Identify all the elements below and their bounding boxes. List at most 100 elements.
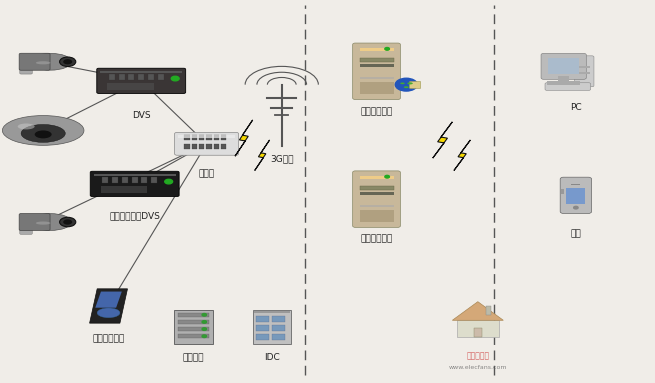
FancyBboxPatch shape xyxy=(574,56,594,87)
Bar xyxy=(474,328,482,337)
Circle shape xyxy=(574,206,578,209)
Text: 边界入侵防范DVS: 边界入侵防范DVS xyxy=(109,212,160,221)
Circle shape xyxy=(172,76,179,81)
Text: 视频监控服务: 视频监控服务 xyxy=(360,107,392,116)
Text: 手机视频服务: 手机视频服务 xyxy=(360,235,392,244)
FancyBboxPatch shape xyxy=(253,310,291,344)
Bar xyxy=(107,83,154,90)
FancyBboxPatch shape xyxy=(545,83,591,90)
Bar xyxy=(184,144,189,149)
FancyBboxPatch shape xyxy=(174,310,213,344)
Bar xyxy=(360,186,394,190)
Bar xyxy=(272,334,284,340)
Bar xyxy=(486,306,491,314)
Circle shape xyxy=(202,321,206,323)
FancyBboxPatch shape xyxy=(560,177,591,213)
Bar xyxy=(221,136,226,140)
Bar xyxy=(254,311,290,313)
Bar xyxy=(360,77,394,79)
Bar xyxy=(457,320,499,337)
FancyBboxPatch shape xyxy=(174,133,238,155)
FancyBboxPatch shape xyxy=(352,171,400,228)
Bar xyxy=(122,177,128,183)
Bar xyxy=(561,189,564,194)
Bar xyxy=(101,186,147,193)
Ellipse shape xyxy=(403,86,409,88)
Polygon shape xyxy=(255,140,270,170)
Bar xyxy=(184,136,189,140)
Text: 交换机: 交换机 xyxy=(198,170,215,179)
Polygon shape xyxy=(433,122,453,158)
Bar xyxy=(214,144,219,149)
Bar xyxy=(206,136,212,140)
Text: 电子发烧友: 电子发烧友 xyxy=(466,351,489,360)
Bar xyxy=(102,177,108,183)
Polygon shape xyxy=(235,120,253,156)
Bar xyxy=(112,177,118,183)
Bar xyxy=(360,205,394,207)
Bar xyxy=(199,136,204,140)
Bar xyxy=(567,188,586,205)
Bar xyxy=(132,177,138,183)
Text: 3G基站: 3G基站 xyxy=(270,155,293,164)
Bar xyxy=(360,48,394,51)
Ellipse shape xyxy=(35,131,52,138)
Bar xyxy=(191,136,197,140)
Bar xyxy=(559,76,569,85)
Bar xyxy=(272,316,284,322)
Ellipse shape xyxy=(63,59,72,64)
Ellipse shape xyxy=(36,221,50,225)
Bar xyxy=(94,173,176,176)
Circle shape xyxy=(395,78,417,91)
Bar xyxy=(256,325,269,331)
Circle shape xyxy=(385,47,390,50)
Bar xyxy=(178,135,234,138)
Bar xyxy=(206,144,212,149)
Ellipse shape xyxy=(400,82,405,84)
Text: www.elecfans.com: www.elecfans.com xyxy=(449,365,507,370)
Bar xyxy=(360,210,394,222)
Polygon shape xyxy=(95,291,122,308)
Bar xyxy=(256,334,269,340)
Ellipse shape xyxy=(29,53,71,70)
Bar xyxy=(119,74,124,80)
Bar xyxy=(148,74,154,80)
Bar xyxy=(178,327,208,331)
Bar xyxy=(360,64,394,67)
Ellipse shape xyxy=(60,217,76,227)
Polygon shape xyxy=(453,302,503,320)
Bar xyxy=(109,74,115,80)
Circle shape xyxy=(385,175,390,178)
Text: IDC: IDC xyxy=(264,353,280,362)
Bar xyxy=(199,144,204,149)
Bar xyxy=(579,66,590,69)
Bar xyxy=(360,176,394,179)
FancyBboxPatch shape xyxy=(19,214,50,231)
Bar xyxy=(178,313,208,317)
Ellipse shape xyxy=(3,116,84,145)
Bar xyxy=(214,136,219,140)
Ellipse shape xyxy=(407,82,413,84)
Bar xyxy=(141,177,147,183)
Bar xyxy=(221,144,226,149)
Text: 监控现场: 监控现场 xyxy=(183,353,204,362)
Circle shape xyxy=(202,314,206,316)
Ellipse shape xyxy=(18,123,35,129)
Circle shape xyxy=(202,335,206,337)
FancyBboxPatch shape xyxy=(409,81,421,88)
Ellipse shape xyxy=(60,57,76,67)
Ellipse shape xyxy=(29,214,71,231)
Text: DVS: DVS xyxy=(132,111,151,119)
Bar xyxy=(571,183,580,185)
Bar xyxy=(158,74,164,80)
FancyBboxPatch shape xyxy=(20,68,32,74)
Text: 工地员工管理: 工地员工管理 xyxy=(92,334,124,343)
Bar xyxy=(151,177,157,183)
Bar xyxy=(272,325,284,331)
Text: 手机: 手机 xyxy=(571,229,581,238)
FancyBboxPatch shape xyxy=(352,43,400,100)
Circle shape xyxy=(165,179,173,184)
Ellipse shape xyxy=(63,219,72,225)
Circle shape xyxy=(202,328,206,331)
Bar xyxy=(548,81,580,85)
